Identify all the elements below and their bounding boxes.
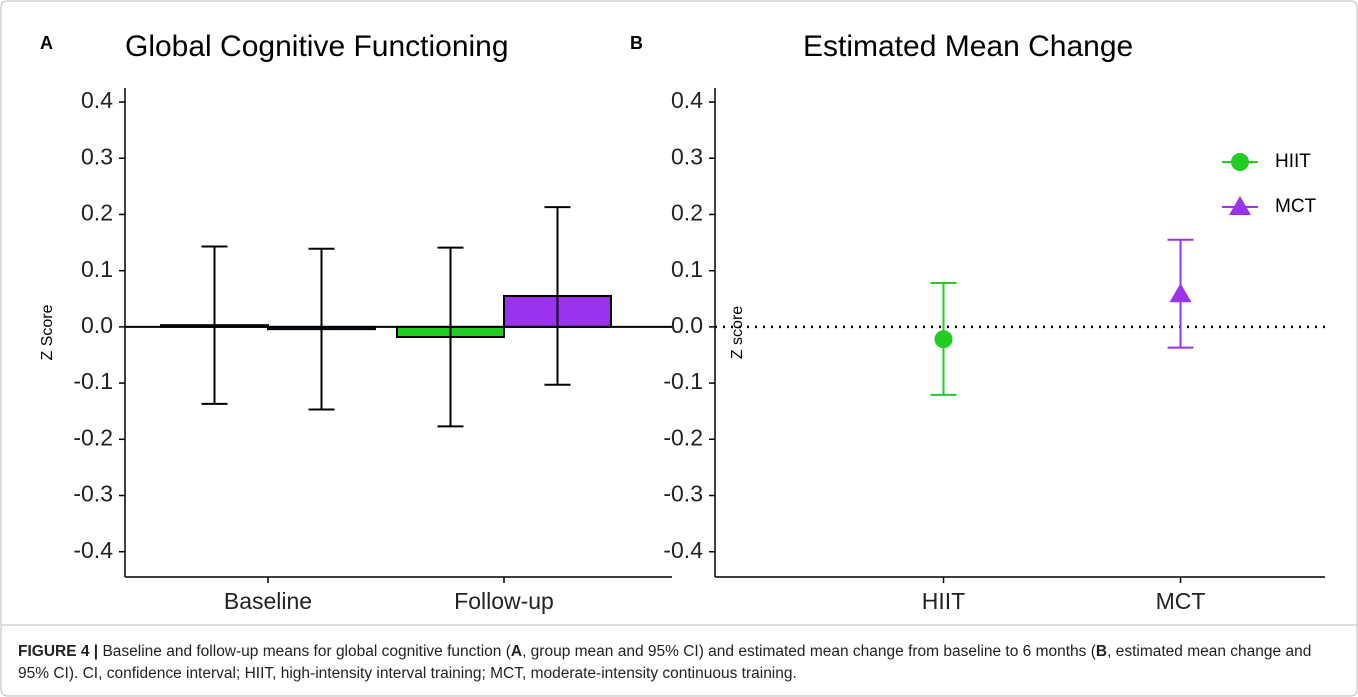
legend-label: HIIT	[1275, 151, 1311, 172]
panel-letter: A	[40, 33, 53, 53]
y-tick-label: -0.4	[663, 537, 703, 563]
error-bar	[544, 206, 571, 386]
point-marker	[934, 330, 953, 349]
y-tick-label: 0.4	[81, 87, 113, 113]
y-tick-label: 0.3	[81, 143, 113, 169]
error-bar	[308, 247, 335, 411]
y-tick-label: 0.1	[671, 256, 703, 282]
x-tick-label: Baseline	[224, 588, 312, 614]
y-tick-label: -0.1	[663, 368, 703, 394]
y-tick-label: 0.2	[671, 200, 703, 226]
y-tick-label: -0.4	[73, 537, 113, 563]
y-tick-label: 0.0	[81, 312, 113, 338]
y-tick-label: 0.3	[671, 143, 703, 169]
y-tick-label: -0.2	[73, 424, 113, 450]
y-tick-label: 0.1	[81, 256, 113, 282]
caption-text: , estimated mean change and 95% CI). CI,…	[18, 643, 1312, 682]
y-tick-label: -0.1	[73, 368, 113, 394]
x-tick-label: Follow-up	[454, 588, 554, 614]
chart-title: Global Cognitive Functioning	[125, 30, 509, 63]
y-tick-label: 0.0	[671, 312, 703, 338]
y-tick-label: -0.2	[663, 424, 703, 450]
y-axis-title: Z Score	[39, 304, 56, 360]
caption: FIGURE 4 | Baseline and follow-up means …	[18, 641, 1338, 685]
caption-text: A	[510, 643, 523, 660]
y-axis-title: Z score	[729, 306, 746, 359]
point-marker	[1231, 153, 1249, 171]
point-marker	[1229, 196, 1251, 215]
x-tick-label: MCT	[1156, 588, 1206, 614]
caption-text: , group mean and 95% CI) and estimated m…	[522, 643, 1096, 660]
caption-label: FIGURE 4 |	[18, 643, 99, 660]
error-bar	[201, 245, 228, 405]
y-tick-label: 0.4	[671, 87, 703, 113]
y-tick-label: -0.3	[73, 481, 113, 507]
caption-text: B	[1095, 643, 1108, 660]
legend-label: MCT	[1275, 196, 1317, 217]
caption-text: Baseline and follow-up means for global …	[98, 643, 511, 660]
y-tick-label: 0.2	[81, 200, 113, 226]
y-tick-label: -0.3	[663, 481, 703, 507]
panel-letter: B	[630, 33, 643, 53]
chart-title: Estimated Mean Change	[803, 30, 1133, 63]
x-tick-label: HIIT	[922, 588, 965, 614]
error-bar	[437, 246, 464, 428]
point-marker	[1169, 283, 1192, 303]
